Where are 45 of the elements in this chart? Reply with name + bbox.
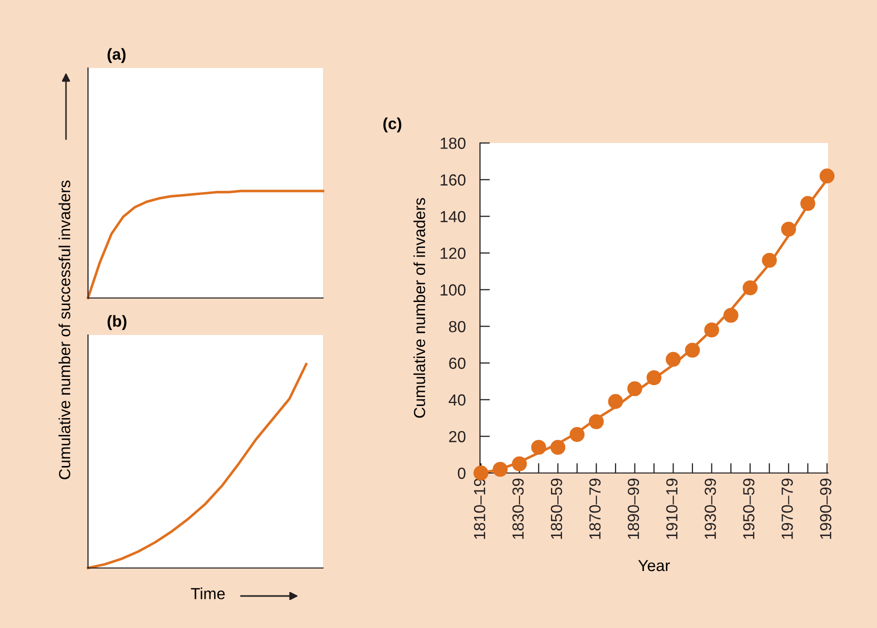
point [704, 322, 720, 338]
chart-title: (b) [108, 315, 126, 330]
x-tick-label: 1970–79 [782, 478, 793, 539]
y-axis-title: Cumulative number of successful invaders [58, 180, 70, 480]
y-tick-label: 0 [458, 468, 466, 479]
y-tick-label: 20 [449, 430, 466, 442]
point [781, 222, 796, 237]
point [492, 462, 508, 477]
y-axis-title: Cumulative number of invaders [413, 198, 426, 418]
y-tick-label: 100 [440, 284, 466, 296]
point [762, 252, 777, 268]
y-tick-label: 140 [440, 210, 466, 222]
y-tick-label: 40 [448, 394, 466, 406]
point [646, 370, 662, 386]
chart-title: (a) [108, 48, 126, 63]
x-axis-title: Year [638, 560, 670, 572]
point [531, 440, 546, 455]
point [742, 280, 758, 296]
x-tick-label: 1930–39 [704, 478, 716, 539]
point [800, 196, 816, 211]
y-tick-label: 60 [449, 358, 466, 369]
y-tick-label: 160 [440, 174, 466, 186]
x-tick-label: 1950–59 [743, 478, 754, 539]
point [570, 427, 585, 442]
point [588, 414, 604, 430]
x-tick-label: 1850–59 [550, 478, 562, 539]
point [723, 308, 738, 323]
x-tick-label: 1910–19 [666, 478, 678, 539]
x-axis-title: Time [190, 588, 225, 600]
point [550, 440, 566, 455]
point [627, 381, 642, 396]
point [608, 394, 624, 409]
y-tick-label: 120 [440, 248, 466, 259]
y-tick-label: 80 [449, 320, 466, 332]
point [512, 456, 527, 472]
x-tick-label: 1990–99 [820, 478, 832, 539]
x-tick-label: 1810–19 [474, 478, 486, 539]
x-tick-label: 1890–99 [628, 478, 640, 539]
point [820, 168, 835, 184]
y-tick-label: 180 [440, 138, 466, 149]
chart-title: (c) [383, 118, 402, 132]
x-tick-label: 1830–39 [512, 478, 524, 539]
point [666, 352, 681, 367]
point [684, 342, 700, 358]
x-tick-label: 1870–79 [589, 478, 601, 539]
